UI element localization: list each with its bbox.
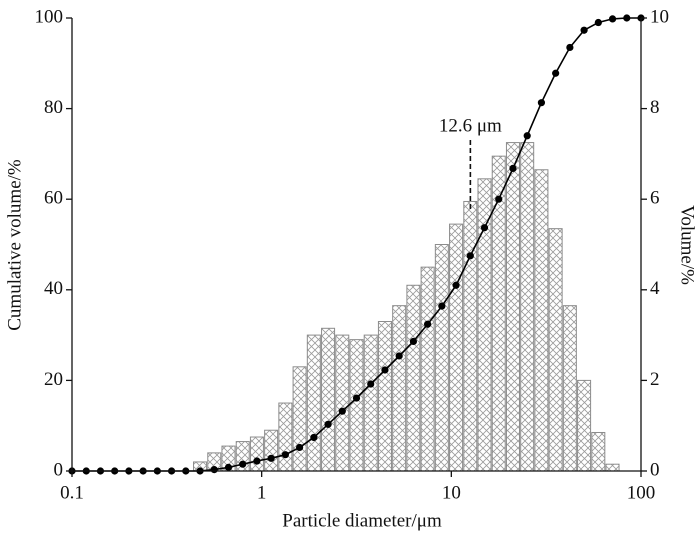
cumulative-point [424,320,432,328]
histogram-bar [591,431,606,472]
histogram-bar [449,223,464,472]
y-tick-label: 0 [54,459,64,480]
histogram-bar [477,178,492,472]
y-tick-label: 80 [44,97,63,118]
cumulative-point [608,15,617,23]
cumulative-point [480,224,489,232]
x-axis-label: Particle diameter/μm [282,510,442,531]
cumulative-point [509,164,517,172]
cumulative-point [537,99,546,107]
histogram-bar [306,334,321,472]
cumulative-point [338,407,346,415]
y-axis-label: Cumulative volume/% [4,159,25,331]
histogram-bar [377,321,392,472]
cumulative-point [310,433,318,442]
histogram-bar [548,228,563,472]
cumulative-point [367,380,375,388]
histogram-bar [264,429,279,472]
y2-axis-label: Volume/% [677,205,698,285]
x-tick-label: 0.1 [60,482,84,503]
histogram-bar [562,305,577,472]
histogram-bar [278,402,293,472]
y-tick-label: 20 [44,369,63,390]
histogram-bar [249,436,264,472]
cumulative-point [452,281,460,289]
histogram-bar [434,244,449,472]
cumulative-point [224,463,233,471]
cumulative-point [623,14,631,22]
y2-tick-label: 10 [650,6,669,27]
cumulative-point [381,366,389,374]
cumulative-point [239,460,247,468]
cumulative-point [267,454,275,462]
histogram-bar [534,169,549,472]
y-tick-label: 40 [44,278,63,299]
histogram-bar [577,379,592,472]
histogram-bar [363,334,378,472]
histogram-bar [335,334,350,472]
axes-frame [71,18,642,472]
cumulative-point [552,69,560,77]
cumulative-point [352,394,361,402]
y2-tick-label: 2 [650,369,660,390]
y-tick-label: 100 [35,6,64,27]
cumulative-point [395,352,403,360]
histogram-bar [406,284,421,472]
annotation-text: 12.6 μm [439,115,502,136]
cumulative-point [466,252,474,260]
histogram-bar [420,266,435,472]
cumulative-point [495,195,503,203]
histogram-bar [505,142,520,472]
x-tick-label: 1 [257,482,267,503]
histogram-bar [491,155,506,472]
cumulative-point [253,457,261,465]
cumulative-point [523,132,531,140]
cumulative-point [580,26,588,34]
histogram-bar [392,305,407,472]
y2-tick-label: 6 [650,188,660,209]
histogram-bar [520,142,535,472]
x-tick-label: 10 [442,482,461,503]
histogram-bar [292,366,307,472]
y2-tick-label: 0 [650,459,660,480]
histogram-bar [605,463,620,472]
cumulative-point [296,443,304,452]
cumulative-point [409,337,418,346]
cumulative-point [594,18,602,27]
y2-tick-label: 8 [650,97,660,118]
y2-tick-label: 4 [650,278,660,299]
cumulative-point [324,420,332,428]
histogram-bar [463,200,478,472]
y-tick-label: 60 [44,188,63,209]
histogram-bar [349,339,364,472]
histogram-bar [321,327,336,472]
cumulative-point [566,43,574,52]
cumulative-point [210,466,218,474]
x-tick-label: 100 [627,482,656,503]
cumulative-point [281,451,290,459]
cumulative-point [438,302,446,310]
